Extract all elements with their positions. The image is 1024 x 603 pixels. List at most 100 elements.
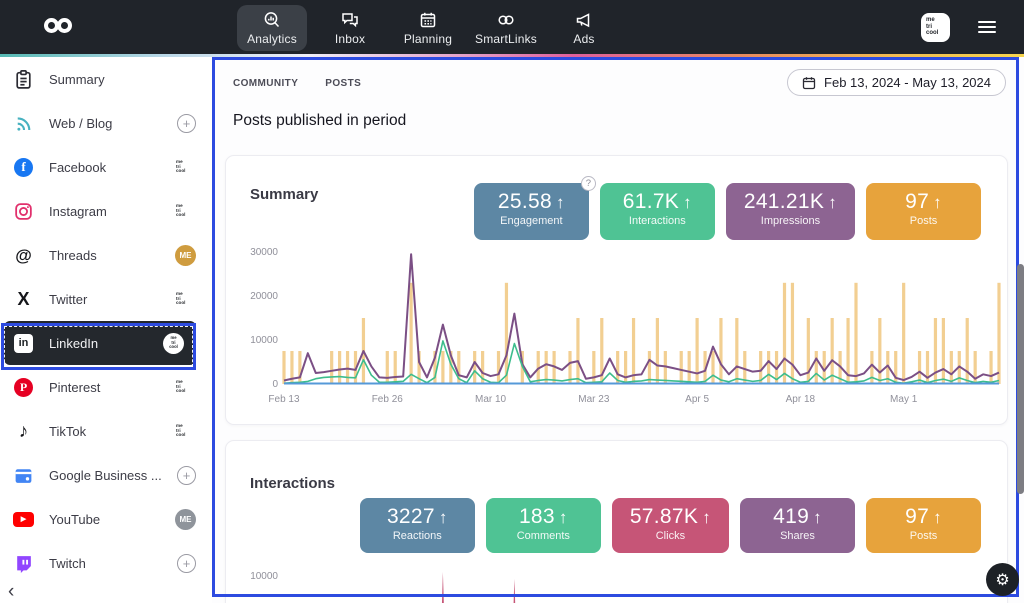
summary-stat-row: 25.58↑ Engagement ? 61.7K↑ Interactions … <box>474 183 981 240</box>
stat-label: Posts <box>884 215 963 227</box>
svg-text:30000: 30000 <box>250 247 278 258</box>
stat-card-reactions: 3227↑ Reactions <box>360 498 475 553</box>
sidebar-item-linkedin[interactable]: in LinkedIn metricool <box>4 321 196 365</box>
twitch-icon <box>13 553 34 574</box>
main-nav: Analytics Inbox Planning <box>237 0 619 54</box>
stat-label: Clicks <box>630 530 711 542</box>
stat-card-posts: 97↑ Posts <box>866 183 981 240</box>
stat-label: Engagement <box>492 215 571 227</box>
add-connection-icon[interactable]: + <box>177 114 196 133</box>
up-arrow-icon: ↑ <box>702 508 711 527</box>
nav-smartlinks[interactable]: SmartLinks <box>471 5 541 51</box>
metricool-mini-badge: metricool <box>176 160 196 175</box>
up-arrow-icon: ↑ <box>933 508 942 527</box>
interactions-card: Interactions 3227↑ Reactions 183↑ Commen… <box>225 440 1008 603</box>
nav-label: Ads <box>573 32 594 46</box>
vertical-scrollbar-thumb[interactable] <box>1017 264 1024 494</box>
nav-analytics[interactable]: Analytics <box>237 5 307 51</box>
summary-card: Summary 25.58↑ Engagement ? 61.7K↑ Inter… <box>225 155 1008 425</box>
add-connection-icon[interactable]: + <box>177 466 196 485</box>
interactions-stat-row: 3227↑ Reactions 183↑ Comments 57.87K↑ Cl… <box>360 498 981 553</box>
sidebar-item-threads[interactable]: @ Threads ME <box>0 233 212 277</box>
instagram-icon <box>13 201 34 222</box>
nav-inbox[interactable]: Inbox <box>315 5 385 51</box>
sidebar-item-tiktok[interactable]: ♪ TikTok metricool <box>0 409 212 453</box>
stat-value: 3227↑ <box>378 505 457 529</box>
svg-text:May 1: May 1 <box>890 394 918 405</box>
analytics-tabs: COMMUNITY POSTS <box>233 78 361 89</box>
nav-label: Analytics <box>247 32 297 46</box>
google-business-icon <box>13 465 34 486</box>
stat-value: 419↑ <box>758 505 837 529</box>
rss-icon <box>13 113 34 134</box>
nav-label: Inbox <box>335 32 365 46</box>
metricool-app: Analytics Inbox Planning <box>0 0 1024 603</box>
brand-account-badge[interactable]: me tri cool <box>921 13 950 42</box>
stat-value: 97↑ <box>884 505 963 529</box>
connections-sidebar: Summary Web / Blog + f Facebook metricoo… <box>0 57 212 603</box>
linkedin-icon: in <box>13 333 34 354</box>
stat-label: Comments <box>504 530 583 542</box>
tab-posts[interactable]: POSTS <box>325 78 361 89</box>
svg-text:Feb 13: Feb 13 <box>268 394 300 405</box>
metricool-logo-icon[interactable] <box>44 18 72 33</box>
profile-initials-badge: ME <box>175 509 196 530</box>
nav-label: Planning <box>404 32 452 46</box>
stat-value: 25.58↑ <box>492 190 571 214</box>
svg-text:Mar 10: Mar 10 <box>475 394 507 405</box>
top-navigation-bar: Analytics Inbox Planning <box>0 0 1024 54</box>
calendar-icon <box>802 76 816 90</box>
settings-gear-button[interactable]: ⚙ <box>986 563 1019 596</box>
profile-initials-badge: ME <box>175 245 196 266</box>
tab-community[interactable]: COMMUNITY <box>233 78 298 89</box>
sidebar-item-facebook[interactable]: f Facebook metricool <box>0 145 212 189</box>
sidebar-item-pinterest[interactable]: P Pinterest metricool <box>0 365 212 409</box>
sidebar-item-google-business[interactable]: Google Business ... + <box>0 453 212 497</box>
svg-text:Apr 18: Apr 18 <box>786 394 816 405</box>
svg-text:Apr 5: Apr 5 <box>685 394 709 405</box>
date-range-picker[interactable]: Feb 13, 2024 - May 13, 2024 <box>787 69 1006 96</box>
stat-card-posts: 97↑ Posts <box>866 498 981 553</box>
up-arrow-icon: ↑ <box>828 193 837 212</box>
nav-ads[interactable]: Ads <box>549 5 619 51</box>
sidebar-item-instagram[interactable]: Instagram metricool <box>0 189 212 233</box>
interactions-chart-partial: 10000 <box>234 549 1006 603</box>
summary-chart: 0100002000030000Feb 13Feb 26Mar 10Mar 23… <box>234 244 1006 414</box>
metricool-mini-badge: metricool <box>176 292 196 307</box>
add-connection-icon[interactable]: + <box>177 554 196 573</box>
sidebar-item-summary[interactable]: Summary <box>0 57 212 101</box>
youtube-icon: ▶ <box>13 509 34 530</box>
svg-text:0: 0 <box>272 379 278 390</box>
hamburger-menu-icon[interactable] <box>978 18 996 36</box>
sidebar-item-twitch[interactable]: Twitch + <box>0 541 212 585</box>
stat-label: Interactions <box>618 215 697 227</box>
svg-text:10000: 10000 <box>250 335 278 346</box>
stat-card-clicks: 57.87K↑ Clicks <box>612 498 729 553</box>
nav-label: SmartLinks <box>475 32 537 46</box>
up-arrow-icon: ↑ <box>556 193 565 212</box>
help-icon[interactable]: ? <box>581 176 596 191</box>
date-range-text: Feb 13, 2024 - May 13, 2024 <box>824 75 991 90</box>
metricool-mini-badge: metricool <box>176 204 196 219</box>
ads-megaphone-icon <box>574 10 594 30</box>
section-title: Interactions <box>250 475 335 492</box>
sidebar-item-web-blog[interactable]: Web / Blog + <box>0 101 212 145</box>
sidebar-item-youtube[interactable]: ▶ YouTube ME <box>0 497 212 541</box>
svg-text:10000: 10000 <box>250 571 278 582</box>
nav-planning[interactable]: Planning <box>393 5 463 51</box>
stat-label: Posts <box>884 530 963 542</box>
page-title: Posts published in period <box>233 112 406 130</box>
collapse-sidebar-chevron-icon[interactable]: ‹ <box>8 582 14 601</box>
stat-value: 241.21K↑ <box>744 190 837 214</box>
clipboard-icon <box>13 69 34 90</box>
inbox-chat-icon <box>340 10 360 30</box>
stat-label: Reactions <box>378 530 457 542</box>
stat-card-engagement: 25.58↑ Engagement ? <box>474 183 589 240</box>
facebook-icon: f <box>13 157 34 178</box>
sidebar-item-twitter[interactable]: X Twitter metricool <box>0 277 212 321</box>
metricool-circle-badge: metricool <box>163 333 184 354</box>
stat-card-interactions: 61.7K↑ Interactions <box>600 183 715 240</box>
up-arrow-icon: ↑ <box>683 193 692 212</box>
stat-value: 97↑ <box>884 190 963 214</box>
up-arrow-icon: ↑ <box>813 508 822 527</box>
